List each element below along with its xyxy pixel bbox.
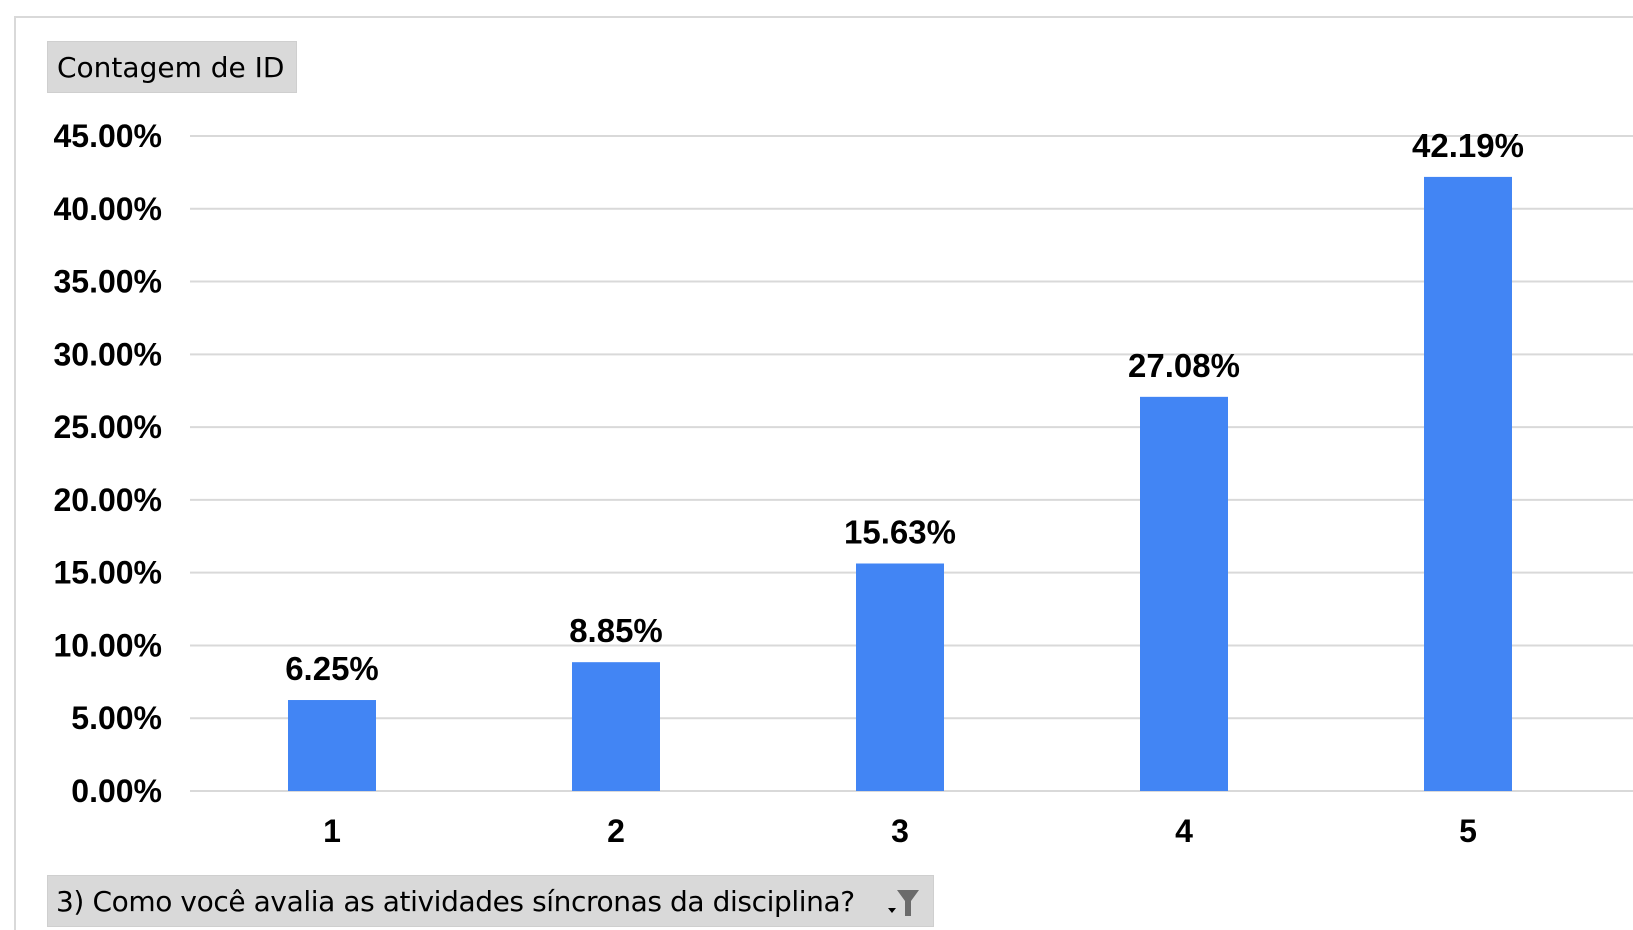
bar[interactable] — [288, 700, 376, 791]
data-label: 6.25% — [285, 650, 379, 687]
y-tick-label: 20.00% — [53, 482, 162, 518]
y-tick-label: 10.00% — [53, 627, 162, 663]
x-category-label: 5 — [1459, 813, 1477, 849]
x-category-label: 2 — [607, 813, 625, 849]
y-tick-label: 30.00% — [53, 336, 162, 372]
y-tick-label: 5.00% — [71, 700, 162, 736]
axis-field-label: 3) Como você avalia as atividades síncro… — [56, 884, 855, 918]
data-label: 8.85% — [569, 612, 663, 649]
y-axis-tick-labels: 0.00% 5.00% 10.00% 15.00% 20.00% 25.00% 30.00%… — [53, 118, 162, 809]
value-field-label: Contagem de ID — [57, 50, 285, 84]
y-tick-label: 45.00% — [53, 118, 162, 154]
y-tick-label: 25.00% — [53, 409, 162, 445]
bar[interactable] — [1424, 176, 1512, 791]
bars — [288, 176, 1512, 791]
data-label: 15.63% — [844, 513, 956, 550]
data-label: 42.19% — [1412, 127, 1524, 164]
y-tick-label: 35.00% — [53, 264, 162, 300]
x-axis-category-labels: 1 2 3 4 5 — [323, 813, 1477, 849]
x-category-label: 1 — [323, 813, 341, 849]
y-tick-label: 15.00% — [53, 555, 162, 591]
chart-area — [14, 16, 1633, 930]
x-category-label: 4 — [1175, 813, 1193, 849]
bar[interactable] — [856, 563, 944, 791]
y-tick-label: 0.00% — [71, 773, 162, 809]
data-label: 27.08% — [1128, 347, 1240, 384]
bar[interactable] — [1140, 396, 1228, 791]
y-tick-label: 40.00% — [53, 191, 162, 227]
axis-field-button[interactable]: 3) Como você avalia as atividades síncro… — [47, 875, 934, 927]
value-field-button[interactable]: Contagem de ID — [47, 41, 297, 93]
filter-dropdown-icon[interactable] — [885, 886, 921, 920]
bar[interactable] — [572, 662, 660, 791]
x-category-label: 3 — [891, 813, 909, 849]
data-labels: 6.25% 8.85% 15.63% 27.08% 42.19% — [285, 127, 1524, 687]
